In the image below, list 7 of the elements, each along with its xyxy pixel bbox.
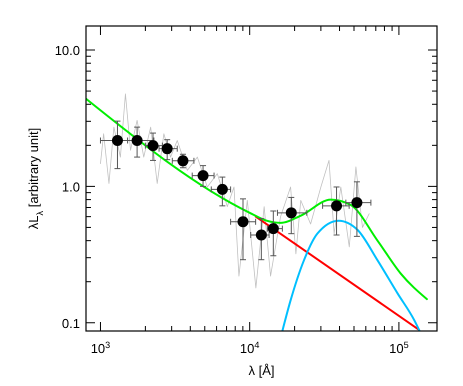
x-axis-title: λ [Å] bbox=[248, 363, 275, 378]
x-tick-label: 10$^{3}$ bbox=[90, 340, 110, 356]
y-tick-label: 10.0 bbox=[54, 43, 80, 58]
x-tick-label: 10$^{5}$ bbox=[389, 340, 409, 356]
x-tick-label: 10$^{4}$ bbox=[240, 340, 260, 356]
y-tick-label: 1.0 bbox=[62, 179, 80, 194]
y-tick-label: 0.1 bbox=[62, 316, 80, 331]
